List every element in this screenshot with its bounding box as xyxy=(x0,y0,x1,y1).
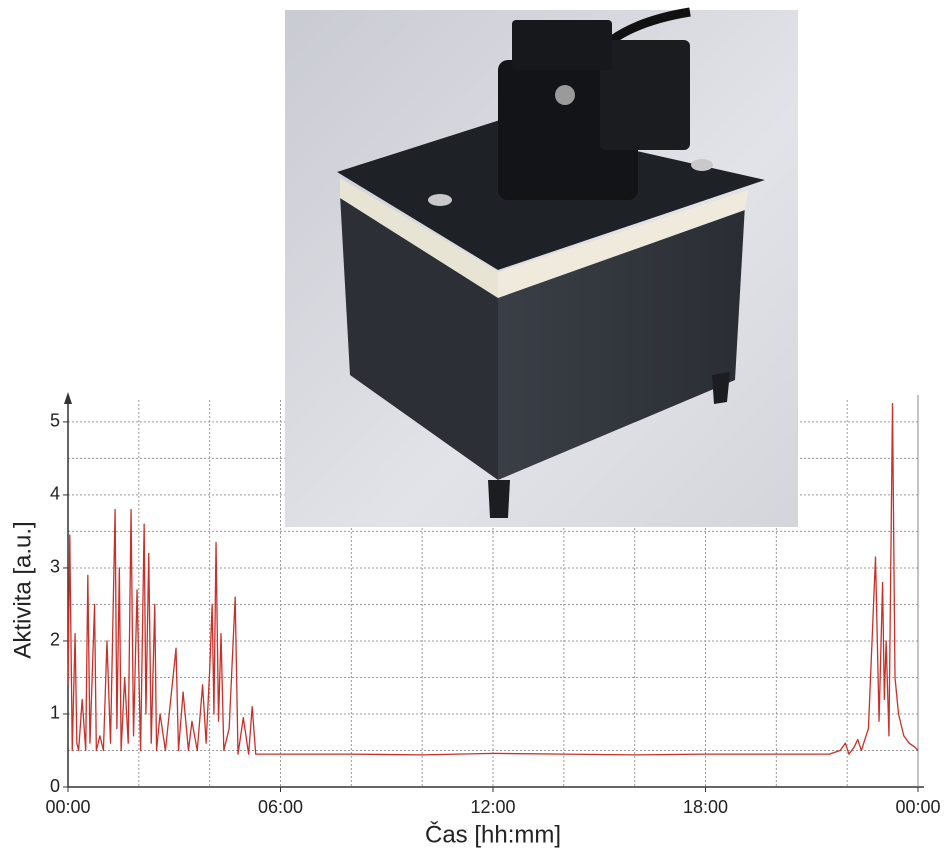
x-tick-label: 00:00 xyxy=(895,797,940,817)
data-line xyxy=(67,403,919,756)
screw xyxy=(428,194,452,206)
foam-left xyxy=(340,178,498,298)
camera-top xyxy=(512,20,612,70)
y-tick-label: 0 xyxy=(50,776,60,796)
cable xyxy=(609,7,691,44)
device-photo xyxy=(285,7,798,527)
y-tick-label: 4 xyxy=(50,484,60,504)
box-left-side xyxy=(340,195,498,480)
x-tick-label: 00:00 xyxy=(45,797,90,817)
camera-housing xyxy=(600,40,690,150)
y-tick-label: 5 xyxy=(50,411,60,431)
y-tick-label: 2 xyxy=(50,630,60,650)
y-axis-label: Aktivita [a.u.] xyxy=(9,521,36,658)
y-axis-arrow xyxy=(64,392,72,404)
x-tick-label: 18:00 xyxy=(683,797,728,817)
y-tick-label: 3 xyxy=(50,557,60,577)
box-leg xyxy=(712,372,730,404)
y-tick-label: 1 xyxy=(50,703,60,723)
foam-front xyxy=(498,190,748,298)
x-tick-label: 06:00 xyxy=(258,797,303,817)
x-tick-label: 12:00 xyxy=(470,797,515,817)
x-axis-label: Čas [hh:mm] xyxy=(425,820,561,848)
screw xyxy=(691,159,713,171)
camera-screw xyxy=(555,85,575,105)
box-leg xyxy=(488,480,510,518)
